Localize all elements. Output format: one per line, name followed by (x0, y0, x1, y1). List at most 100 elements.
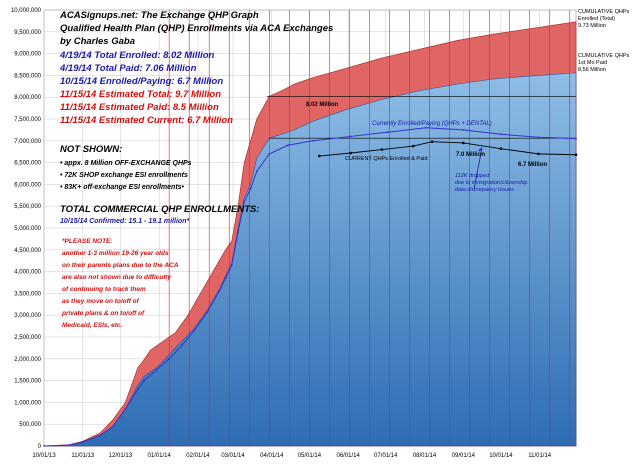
label-dropped-2: due to immigration/citizenship (455, 180, 527, 186)
x-tick-label: 10/01/14 (489, 453, 513, 459)
x-tick-label: 06/01/14 (336, 453, 360, 459)
dental-point (80, 441, 83, 444)
current-point (537, 152, 540, 156)
x-tick-label: 03/01/14 (221, 453, 245, 459)
label-6-7-million: 6.7 Million (518, 162, 547, 168)
dental-point (349, 135, 352, 138)
y-tick-label: 3,500,000 (14, 291, 41, 297)
total-commercial-value: 10/15/14 Confirmed: 15.1 - 19.1 million* (60, 218, 189, 225)
dental-point (155, 368, 158, 371)
note-line-6: as they move on to/off of (62, 298, 140, 305)
right-paid-label-1: CUMULATIVE QHPs (578, 53, 629, 59)
dental-point (268, 152, 271, 155)
dental-point (180, 344, 183, 347)
dental-point (124, 408, 127, 410)
dental-point (575, 137, 577, 140)
dental-point (193, 329, 196, 332)
label-dropped-3: data discrepancy issues (455, 187, 514, 193)
x-tick-label: 07/01/14 (374, 453, 398, 459)
x-tick-label: 12/01/13 (109, 453, 133, 459)
series-first-month-paid-area (43, 72, 577, 447)
current-point (411, 144, 415, 148)
y-tick-label: 0 (38, 444, 42, 450)
stat-line-1: 4/19/14 Total Enrolled: 8.02 Million (59, 50, 215, 61)
not-shown-item-2: • 72K SHOP exchange ESI enrollments (60, 172, 188, 179)
stat-line-5: 11/15/14 Estimated Paid: 8.5 Million (60, 102, 219, 113)
y-tick-label: 500,000 (19, 422, 41, 428)
current-point (499, 147, 503, 150)
total-commercial-title: TOTAL COMMERCIAL QHP ENROLLMENTS: (60, 204, 260, 215)
label-dropped-1: 112K dropped (455, 173, 490, 179)
current-point (462, 141, 465, 145)
note-line-2: another 1-3 million 19-26 year olds (62, 250, 169, 257)
dental-point (68, 444, 70, 447)
note-line-7: private plans & on to/off of (61, 310, 145, 317)
dental-point (424, 126, 427, 129)
x-tick-label: 02/01/14 (186, 453, 210, 459)
not-shown-item-3: • 83K+ off-exchange ESI enrollments• (60, 184, 185, 191)
note-line-4: are also not shown due to difficulty (62, 274, 171, 281)
dental-point (237, 231, 239, 234)
current-point (574, 153, 578, 157)
y-tick-label: 4,000,000 (14, 270, 41, 276)
y-tick-label: 2,500,000 (14, 335, 41, 341)
dental-point (462, 129, 465, 131)
dental-point (205, 312, 208, 314)
x-tick-label: 10/01/13 (32, 453, 56, 459)
y-tick-label: 9,000,000 (14, 52, 41, 58)
y-tick-label: 7,500,000 (14, 117, 41, 123)
y-tick-label: 1,000,000 (14, 400, 41, 406)
y-tick-label: 7,000,000 (14, 139, 41, 145)
stat-line-4: 11/15/14 Estimated Total: 9.7 Million (60, 89, 221, 100)
dental-point (249, 187, 252, 190)
dental-point (168, 357, 171, 360)
right-total-label-2: Enrolled (Total) (578, 16, 615, 22)
dental-point (43, 445, 45, 447)
label-7-0-million: 7.0 Million (456, 152, 485, 158)
dental-point (499, 133, 502, 136)
dental-point (287, 144, 289, 147)
current-point (380, 148, 384, 151)
dental-point (230, 264, 233, 266)
dental-point (143, 379, 146, 382)
y-tick-label: 5,500,000 (14, 204, 41, 210)
note-line-5: of continuing to track them (62, 286, 146, 293)
y-tick-label: 1,500,000 (14, 379, 41, 385)
dental-point (111, 425, 114, 428)
dental-point (387, 131, 390, 133)
current-point (349, 151, 352, 155)
y-tick-label: 4,500,000 (14, 248, 41, 254)
label-dental-line: Currently Enrolled/Paying (QHPs + DENTAL… (372, 121, 492, 127)
y-tick-label: 8,000,000 (14, 95, 41, 101)
dental-point (537, 136, 540, 139)
x-tick-label: 09/01/14 (452, 453, 476, 459)
x-tick-label: 04/01/14 (260, 453, 284, 459)
stat-line-3: 10/15/14 Enrolled/Paying: 6.7 Million (60, 76, 223, 87)
right-total-label-3: 9.73 Million (578, 23, 606, 29)
right-paid-label-2: 1st Mo Paid (578, 60, 607, 66)
dental-point (99, 434, 102, 436)
x-tick-label: 05/01/14 (298, 453, 322, 459)
note-line-3: on their parents plans due to the ACA (62, 262, 179, 269)
stat-line-2: 4/19/14 Total Paid: 7.06 Million (59, 63, 197, 74)
chart-title: ACASignups.net: The Exchange QHP Graph (59, 10, 259, 21)
dental-point (243, 200, 246, 203)
x-tick-label: 08/01/14 (413, 453, 437, 459)
not-shown-item-1: • appx. 8 Million OFF-EXCHANGE QHPs (60, 160, 192, 167)
chart-subtitle-2: by Charles Gaba (60, 36, 135, 47)
note-line-1: *PLEASE NOTE: (62, 238, 113, 245)
y-tick-label: 3,000,000 (14, 313, 41, 319)
dropped-arrow-head (478, 147, 483, 152)
not-shown-title: NOT SHOWN: (60, 144, 122, 155)
dropped-arrow (473, 147, 483, 189)
dental-point (218, 290, 221, 293)
current-point (430, 140, 434, 143)
dental-point (312, 139, 315, 142)
x-tick-label: 11/01/14 (528, 453, 552, 459)
x-tick-label: 11/01/13 (71, 453, 95, 459)
right-total-label-1: CUMULATIVE QHPs (578, 9, 629, 15)
y-tick-label: 10,000,000 (11, 8, 42, 14)
chart-subtitle-1: Qualified Health Plan (QHP) Enrollments … (60, 23, 333, 34)
